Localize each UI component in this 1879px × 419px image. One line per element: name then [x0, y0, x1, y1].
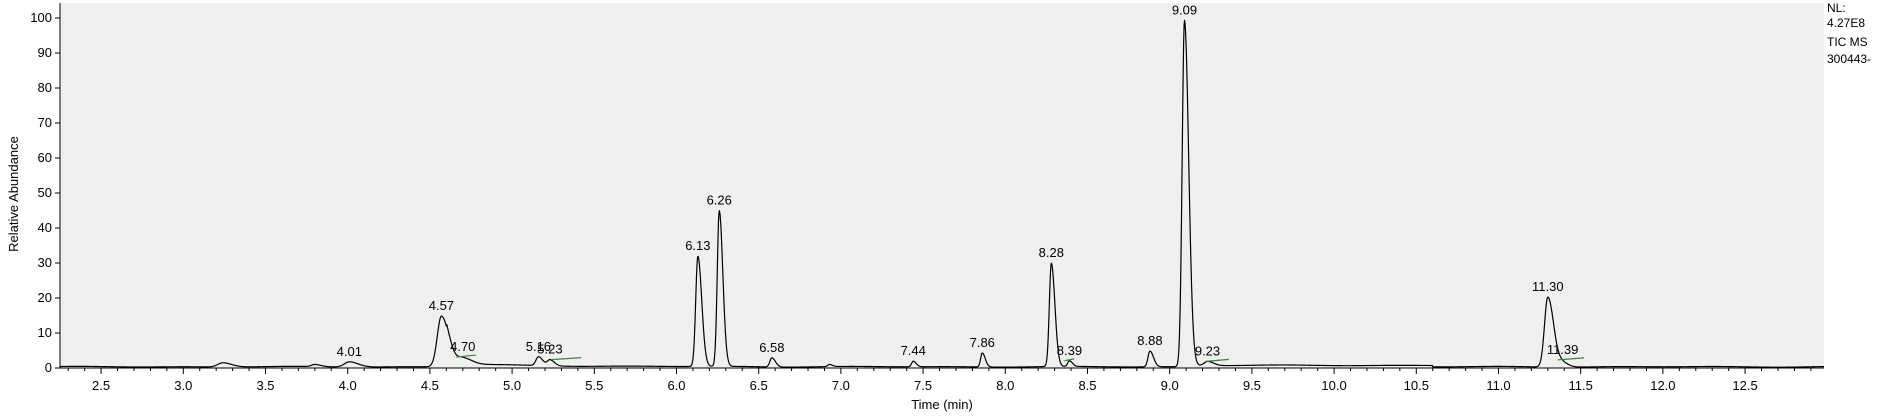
scan-filter: TIC MS [1827, 35, 1868, 49]
peak-label: 4.70 [450, 339, 475, 354]
x-tick-label: 8.5 [1078, 378, 1096, 393]
x-tick-label: 7.5 [914, 378, 932, 393]
peak-label: 4.57 [429, 298, 454, 313]
y-tick-label: 30 [38, 255, 52, 270]
y-axis-title: Relative Abundance [6, 136, 21, 252]
x-tick-label: 5.0 [503, 378, 521, 393]
x-tick-label: 7.0 [832, 378, 850, 393]
peak-label: 7.44 [901, 343, 926, 358]
peak-label: 8.28 [1039, 245, 1064, 260]
integration-mark [456, 354, 476, 358]
x-tick-label: 11.0 [1486, 378, 1510, 393]
y-tick-label: 90 [38, 45, 52, 60]
peak-label: 9.23 [1195, 343, 1220, 358]
y-tick-label: 60 [38, 150, 52, 165]
x-tick-label: 10.0 [1321, 378, 1346, 393]
y-tick-label: 40 [38, 220, 52, 235]
plot-area [60, 3, 1824, 368]
y-tick-label: 50 [38, 185, 52, 200]
x-tick-label: 3.0 [174, 378, 192, 393]
x-tick-label: 4.0 [339, 378, 357, 393]
peak-label: 4.01 [337, 344, 362, 359]
peak-label: 6.13 [685, 238, 710, 253]
peak-label: 8.88 [1137, 333, 1162, 348]
x-axis-title: Time (min) [911, 397, 973, 412]
peak-label: 5.16 [526, 339, 551, 354]
x-tick-label: 8.0 [996, 378, 1014, 393]
y-tick-label: 0 [45, 360, 52, 375]
x-tick-label: 3.5 [256, 378, 274, 393]
x-tick-label: 9.5 [1243, 378, 1261, 393]
peak-label: 8.39 [1057, 343, 1082, 358]
peak-label: 6.26 [707, 193, 732, 208]
x-tick-label: 12.5 [1732, 378, 1757, 393]
y-tick-label: 10 [38, 325, 52, 340]
peak-label: 11.30 [1532, 279, 1564, 294]
integration-mark [551, 357, 582, 361]
x-tick-label: 10.5 [1404, 378, 1429, 393]
peak-label: 9.09 [1172, 2, 1197, 17]
y-tick-label: 100 [30, 10, 52, 25]
integration-mark [1064, 358, 1075, 362]
file-name: 300443- [1827, 52, 1872, 66]
tic-trace [59, 19, 1825, 368]
y-tick-label: 70 [38, 115, 52, 130]
peak-label: 11.39 [1547, 342, 1579, 357]
x-tick-label: 9.0 [1161, 378, 1179, 393]
x-tick-label: 5.5 [585, 378, 603, 393]
y-tick-label: 80 [38, 80, 52, 95]
peak-label: 6.58 [759, 340, 784, 355]
x-tick-label: 12.0 [1650, 378, 1675, 393]
peak-label: 7.86 [970, 335, 995, 350]
x-tick-label: 2.5 [92, 378, 110, 393]
nl-label: NL: [1827, 1, 1846, 15]
integration-mark [1557, 357, 1585, 361]
x-tick-label: 4.5 [421, 378, 439, 393]
peak-label: 5.23 [537, 342, 562, 357]
y-tick-label: 20 [38, 290, 52, 305]
integration-mark [1205, 358, 1229, 362]
nl-value: 4.27E8 [1827, 16, 1866, 30]
x-tick-label: 11.5 [1569, 378, 1593, 393]
x-tick-label: 6.0 [667, 378, 685, 393]
x-tick-label: 6.5 [750, 378, 768, 393]
